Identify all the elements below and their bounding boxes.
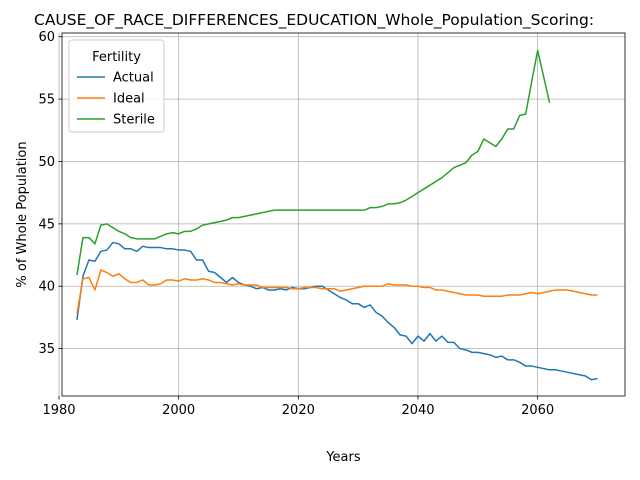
series-line-actual bbox=[76, 241, 598, 381]
x-tick-label: 1980 bbox=[42, 403, 75, 418]
x-tick-label: 2000 bbox=[162, 403, 195, 418]
x-axis-ticks: 1980 2000 2020 2040 2060 bbox=[42, 396, 554, 418]
y-tick-label: 50 bbox=[38, 155, 55, 170]
x-tick-label: 2060 bbox=[521, 403, 554, 418]
y-tick-label: 35 bbox=[38, 342, 55, 357]
legend: Fertility Actual Ideal Sterile bbox=[68, 39, 165, 133]
legend-label-ideal: Ideal bbox=[113, 92, 145, 107]
legend-box bbox=[68, 39, 165, 133]
grid bbox=[58, 33, 625, 396]
y-tick-label: 40 bbox=[38, 280, 55, 295]
series-line-sterile bbox=[76, 49, 551, 276]
x-tick-label: 2040 bbox=[401, 403, 434, 418]
legend-label-sterile: Sterile bbox=[113, 113, 155, 128]
legend-label-actual: Actual bbox=[113, 71, 154, 86]
legend-title: Fertility bbox=[92, 50, 141, 65]
y-axis-label: % of Whole Population bbox=[15, 141, 30, 287]
y-tick-label: 45 bbox=[38, 217, 55, 232]
x-tick-label: 2020 bbox=[282, 403, 315, 418]
y-tick-label: 55 bbox=[38, 93, 55, 108]
plot-frame bbox=[61, 32, 626, 397]
series-lines bbox=[76, 49, 598, 381]
series-line-ideal bbox=[76, 269, 598, 314]
legend-items: Actual Ideal Sterile bbox=[77, 71, 155, 128]
y-tick-label: 60 bbox=[38, 30, 55, 45]
x-axis-label: Years bbox=[325, 450, 361, 465]
y-axis-ticks: 35 40 45 50 55 60 bbox=[38, 30, 62, 357]
chart-title: CAUSE_OF_RACE_DIFFERENCES_EDUCATION_Whol… bbox=[34, 11, 594, 30]
